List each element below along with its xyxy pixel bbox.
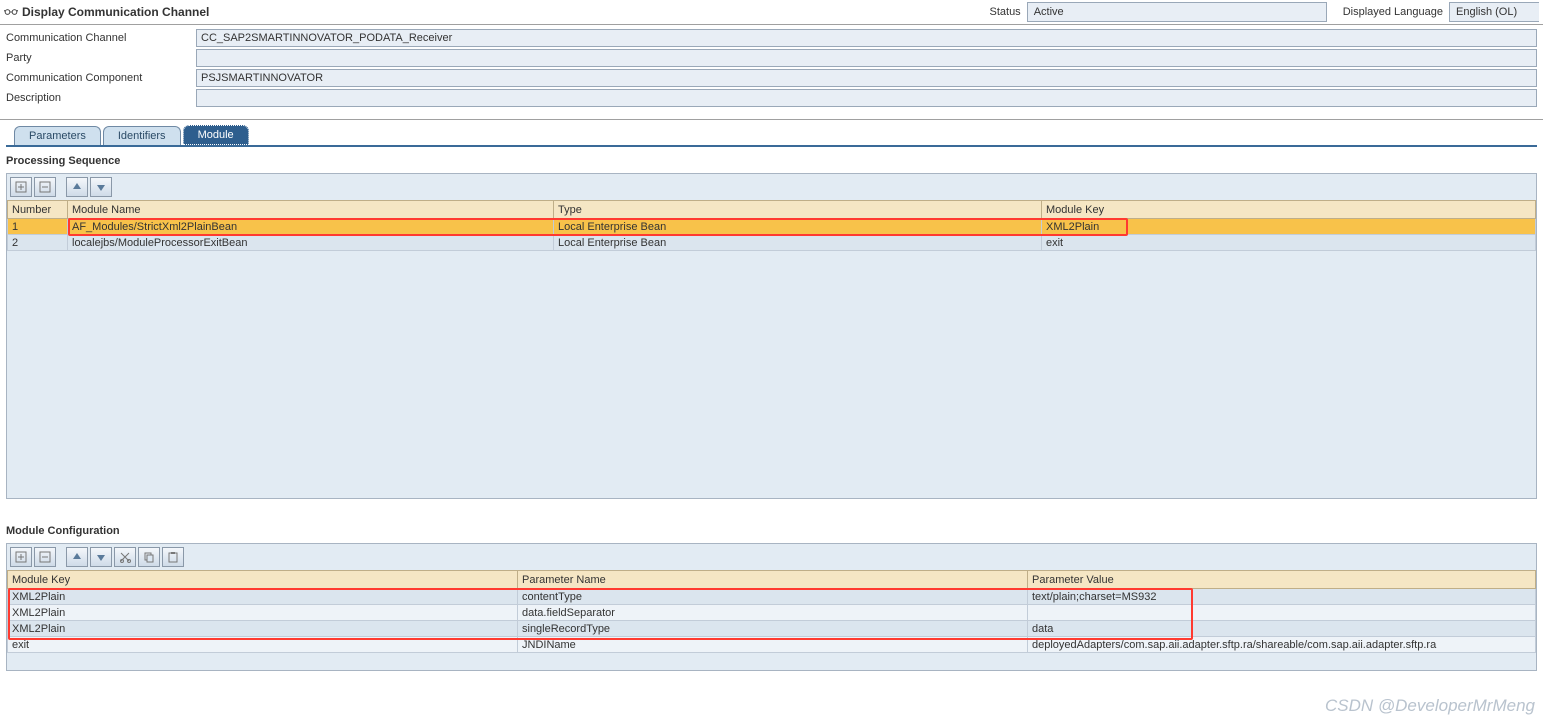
- insert-row-button[interactable]: [10, 547, 32, 567]
- mc-pvalue: deployedAdapters/com.sap.aii.adapter.sft…: [1028, 637, 1536, 653]
- move-up-button[interactable]: [66, 177, 88, 197]
- table-row[interactable]: 1 AF_Modules/StrictXml2PlainBean Local E…: [8, 219, 1536, 235]
- ps-type: Local Enterprise Bean: [554, 235, 1042, 251]
- cut-button[interactable]: [114, 547, 136, 567]
- mc-key: XML2Plain: [8, 621, 518, 637]
- mc-key: XML2Plain: [8, 605, 518, 621]
- status-value: Active: [1027, 2, 1327, 22]
- col-param-value[interactable]: Parameter Value: [1028, 571, 1536, 589]
- delete-row-button[interactable]: [34, 177, 56, 197]
- tab-parameters[interactable]: Parameters: [14, 126, 101, 145]
- mc-pvalue: text/plain;charset=MS932: [1028, 589, 1536, 605]
- move-up-button[interactable]: [66, 547, 88, 567]
- language-label: Displayed Language: [1343, 6, 1443, 18]
- tabstrip: Parameters Identifiers Module: [14, 123, 1543, 145]
- processing-sequence-title: Processing Sequence: [0, 147, 1543, 173]
- table-row[interactable]: exit JNDIName deployedAdapters/com.sap.a…: [8, 637, 1536, 653]
- description-label: Description: [6, 92, 196, 104]
- col-number[interactable]: Number: [8, 201, 68, 219]
- component-field: PSJSMARTINNOVATOR: [196, 69, 1537, 87]
- table-header-row: Module Key Parameter Name Parameter Valu…: [8, 571, 1536, 589]
- mc-pname: JNDIName: [518, 637, 1028, 653]
- col-param-name[interactable]: Parameter Name: [518, 571, 1028, 589]
- display-icon: [4, 7, 18, 17]
- table-header-row: Number Module Name Type Module Key: [8, 201, 1536, 219]
- mc-pname: singleRecordType: [518, 621, 1028, 637]
- move-down-button[interactable]: [90, 547, 112, 567]
- watermark: CSDN @DeveloperMrMeng: [1325, 696, 1535, 716]
- table-row[interactable]: 2 localejbs/ModuleProcessorExitBean Loca…: [8, 235, 1536, 251]
- processing-sequence-toolbar: [7, 174, 1536, 200]
- channel-field: CC_SAP2SMARTINNOVATOR_PODATA_Receiver: [196, 29, 1537, 47]
- module-config-toolbar: [7, 544, 1536, 570]
- mc-key: XML2Plain: [8, 589, 518, 605]
- page-title-text: Display Communication Channel: [22, 5, 209, 19]
- processing-sequence-panel: Number Module Name Type Module Key 1 AF_…: [6, 173, 1537, 499]
- ps-number: 1: [8, 219, 68, 235]
- delete-row-button[interactable]: [34, 547, 56, 567]
- party-field: [196, 49, 1537, 67]
- paste-button[interactable]: [162, 547, 184, 567]
- table-row[interactable]: XML2Plain contentType text/plain;charset…: [8, 589, 1536, 605]
- mc-pvalue: [1028, 605, 1536, 621]
- col-module-key[interactable]: Module Key: [1042, 201, 1536, 219]
- insert-row-button[interactable]: [10, 177, 32, 197]
- processing-sequence-table: Number Module Name Type Module Key 1 AF_…: [7, 200, 1536, 251]
- window-header: Display Communication Channel Status Act…: [0, 0, 1543, 25]
- table-row[interactable]: XML2Plain singleRecordType data: [8, 621, 1536, 637]
- mc-pname: data.fieldSeparator: [518, 605, 1028, 621]
- mc-pvalue: data: [1028, 621, 1536, 637]
- status-label: Status: [990, 6, 1021, 18]
- tab-module[interactable]: Module: [183, 125, 249, 145]
- language-value[interactable]: English (OL): [1449, 2, 1539, 22]
- header-form: Communication Channel CC_SAP2SMARTINNOVA…: [0, 25, 1543, 120]
- channel-label: Communication Channel: [6, 32, 196, 44]
- col-module-key[interactable]: Module Key: [8, 571, 518, 589]
- mc-key: exit: [8, 637, 518, 653]
- move-down-button[interactable]: [90, 177, 112, 197]
- ps-name: AF_Modules/StrictXml2PlainBean: [68, 219, 554, 235]
- module-config-panel: Module Key Parameter Name Parameter Valu…: [6, 543, 1537, 671]
- table-row[interactable]: XML2Plain data.fieldSeparator: [8, 605, 1536, 621]
- tab-identifiers[interactable]: Identifiers: [103, 126, 181, 145]
- page-title: Display Communication Channel: [4, 5, 974, 19]
- ps-type: Local Enterprise Bean: [554, 219, 1042, 235]
- party-label: Party: [6, 52, 196, 64]
- col-type[interactable]: Type: [554, 201, 1042, 219]
- module-config-table: Module Key Parameter Name Parameter Valu…: [7, 570, 1536, 653]
- copy-button[interactable]: [138, 547, 160, 567]
- module-config-title: Module Configuration: [0, 517, 1543, 543]
- col-module-name[interactable]: Module Name: [68, 201, 554, 219]
- ps-name: localejbs/ModuleProcessorExitBean: [68, 235, 554, 251]
- description-field: [196, 89, 1537, 107]
- ps-number: 2: [8, 235, 68, 251]
- component-label: Communication Component: [6, 72, 196, 84]
- ps-key: exit: [1042, 235, 1536, 251]
- mc-pname: contentType: [518, 589, 1028, 605]
- ps-key: XML2Plain: [1042, 219, 1536, 235]
